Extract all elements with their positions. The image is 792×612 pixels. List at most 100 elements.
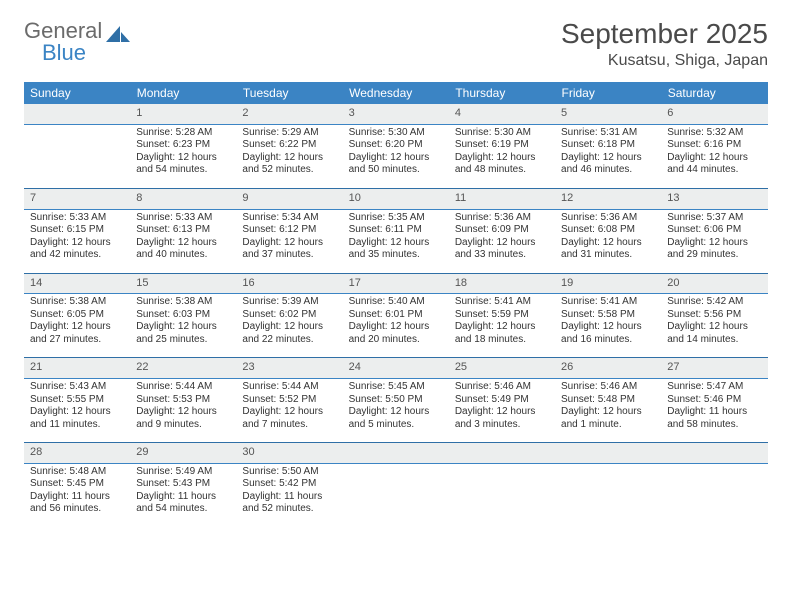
detail-line: Sunrise: 5:30 AM	[349, 127, 443, 140]
detail-line: Daylight: 12 hours	[136, 321, 230, 334]
day-number-cell: 8	[130, 188, 236, 209]
day-number-cell: 16	[236, 273, 342, 294]
detail-line: Sunrise: 5:49 AM	[136, 466, 230, 479]
day-detail-cell: Sunrise: 5:47 AMSunset: 5:46 PMDaylight:…	[661, 379, 767, 443]
calendar-table: Sunday Monday Tuesday Wednesday Thursday…	[24, 82, 768, 527]
day-detail-cell: Sunrise: 5:46 AMSunset: 5:49 PMDaylight:…	[449, 379, 555, 443]
detail-line: and 52 minutes.	[242, 503, 336, 516]
day-number-cell	[661, 443, 767, 464]
day-detail-cell: Sunrise: 5:32 AMSunset: 6:16 PMDaylight:…	[661, 124, 767, 188]
detail-line: Sunset: 6:15 PM	[30, 224, 124, 237]
detail-line: Daylight: 12 hours	[349, 237, 443, 250]
detail-line: Sunset: 6:09 PM	[455, 224, 549, 237]
detail-line: Daylight: 12 hours	[455, 152, 549, 165]
day-number-cell	[449, 443, 555, 464]
day-detail-cell	[343, 463, 449, 527]
detail-line: Daylight: 12 hours	[667, 152, 761, 165]
day-number-cell: 22	[130, 358, 236, 379]
detail-line: and 54 minutes.	[136, 503, 230, 516]
detail-line: Sunset: 6:12 PM	[242, 224, 336, 237]
day-detail-cell: Sunrise: 5:36 AMSunset: 6:09 PMDaylight:…	[449, 209, 555, 273]
day-detail-cell: Sunrise: 5:48 AMSunset: 5:45 PMDaylight:…	[24, 463, 130, 527]
title-month: September 2025	[561, 18, 768, 50]
detail-line: Daylight: 12 hours	[561, 237, 655, 250]
detail-line: Sunset: 5:55 PM	[30, 394, 124, 407]
detail-line: and 44 minutes.	[667, 164, 761, 177]
detail-line: Sunrise: 5:50 AM	[242, 466, 336, 479]
detail-line: Sunset: 5:52 PM	[242, 394, 336, 407]
day-number-cell: 26	[555, 358, 661, 379]
day-number-cell: 30	[236, 443, 342, 464]
day-number-cell: 28	[24, 443, 130, 464]
detail-line: and 40 minutes.	[136, 249, 230, 262]
detail-line: Daylight: 12 hours	[455, 321, 549, 334]
detail-line: Sunset: 6:22 PM	[242, 139, 336, 152]
day-detail-cell: Sunrise: 5:28 AMSunset: 6:23 PMDaylight:…	[130, 124, 236, 188]
detail-line: Sunrise: 5:41 AM	[455, 296, 549, 309]
day-detail-cell	[661, 463, 767, 527]
detail-line: and 31 minutes.	[561, 249, 655, 262]
day-number-cell	[343, 443, 449, 464]
day-detail-cell: Sunrise: 5:36 AMSunset: 6:08 PMDaylight:…	[555, 209, 661, 273]
detail-row: Sunrise: 5:33 AM Sunset: 6:15 PM Daylight:…	[24, 209, 768, 273]
detail-line: Sunrise: 5:33 AM	[136, 212, 230, 225]
detail-line: Sunset: 5:53 PM	[136, 394, 230, 407]
daynum-row: 282930	[24, 443, 768, 464]
detail-line: Sunrise: 5:31 AM	[561, 127, 655, 140]
day-number-cell: 20	[661, 273, 767, 294]
day-number-cell: 10	[343, 188, 449, 209]
day-number-cell: 21	[24, 358, 130, 379]
logo-sail-icon	[106, 24, 132, 44]
day-header: Saturday	[661, 82, 767, 104]
day-number-cell: 23	[236, 358, 342, 379]
detail-line: and 25 minutes.	[136, 334, 230, 347]
detail-line: Sunset: 6:06 PM	[667, 224, 761, 237]
detail-line: and 33 minutes.	[455, 249, 549, 262]
day-detail-cell: Sunrise: 5:34 AMSunset: 6:12 PMDaylight:…	[236, 209, 342, 273]
detail-line: and 37 minutes.	[242, 249, 336, 262]
detail-line: Daylight: 12 hours	[242, 237, 336, 250]
detail-line: and 14 minutes.	[667, 334, 761, 347]
detail-line: Sunrise: 5:34 AM	[242, 212, 336, 225]
detail-line: Daylight: 12 hours	[455, 406, 549, 419]
day-detail-cell: Sunrise: 5:43 AMSunset: 5:55 PMDaylight:…	[24, 379, 130, 443]
day-number-cell: 1	[130, 104, 236, 124]
detail-line: Sunset: 5:42 PM	[242, 478, 336, 491]
detail-line: and 54 minutes.	[136, 164, 230, 177]
detail-line: Sunrise: 5:47 AM	[667, 381, 761, 394]
detail-line: Daylight: 12 hours	[667, 321, 761, 334]
day-number-cell: 15	[130, 273, 236, 294]
logo: General Blue	[24, 18, 132, 66]
detail-line: Daylight: 12 hours	[30, 406, 124, 419]
detail-line: Daylight: 12 hours	[349, 406, 443, 419]
daynum-row: 123456	[24, 104, 768, 124]
day-detail-cell: Sunrise: 5:30 AMSunset: 6:19 PMDaylight:…	[449, 124, 555, 188]
detail-line: Sunrise: 5:48 AM	[30, 466, 124, 479]
day-detail-cell: Sunrise: 5:44 AMSunset: 5:52 PMDaylight:…	[236, 379, 342, 443]
detail-line: Sunrise: 5:42 AM	[667, 296, 761, 309]
detail-line: Sunset: 6:05 PM	[30, 309, 124, 322]
detail-line: Sunrise: 5:41 AM	[561, 296, 655, 309]
day-number-cell	[24, 104, 130, 124]
detail-line: Daylight: 12 hours	[561, 321, 655, 334]
detail-line: Sunrise: 5:36 AM	[455, 212, 549, 225]
day-header: Monday	[130, 82, 236, 104]
detail-line: Daylight: 12 hours	[667, 237, 761, 250]
detail-line: Sunset: 6:03 PM	[136, 309, 230, 322]
detail-line: Sunrise: 5:46 AM	[561, 381, 655, 394]
detail-line: and 22 minutes.	[242, 334, 336, 347]
day-detail-cell: Sunrise: 5:49 AMSunset: 5:43 PMDaylight:…	[130, 463, 236, 527]
detail-line: Daylight: 11 hours	[667, 406, 761, 419]
detail-line: Daylight: 12 hours	[561, 152, 655, 165]
detail-line: Sunrise: 5:44 AM	[136, 381, 230, 394]
detail-line: Sunset: 6:11 PM	[349, 224, 443, 237]
detail-line: and 20 minutes.	[349, 334, 443, 347]
day-header: Tuesday	[236, 82, 342, 104]
detail-line: and 29 minutes.	[667, 249, 761, 262]
detail-line: Sunrise: 5:35 AM	[349, 212, 443, 225]
detail-line: and 58 minutes.	[667, 419, 761, 432]
detail-row: Sunrise: 5:48 AMSunset: 5:45 PMDaylight:…	[24, 463, 768, 527]
detail-line: Sunrise: 5:32 AM	[667, 127, 761, 140]
day-number-cell: 14	[24, 273, 130, 294]
detail-line: and 5 minutes.	[349, 419, 443, 432]
